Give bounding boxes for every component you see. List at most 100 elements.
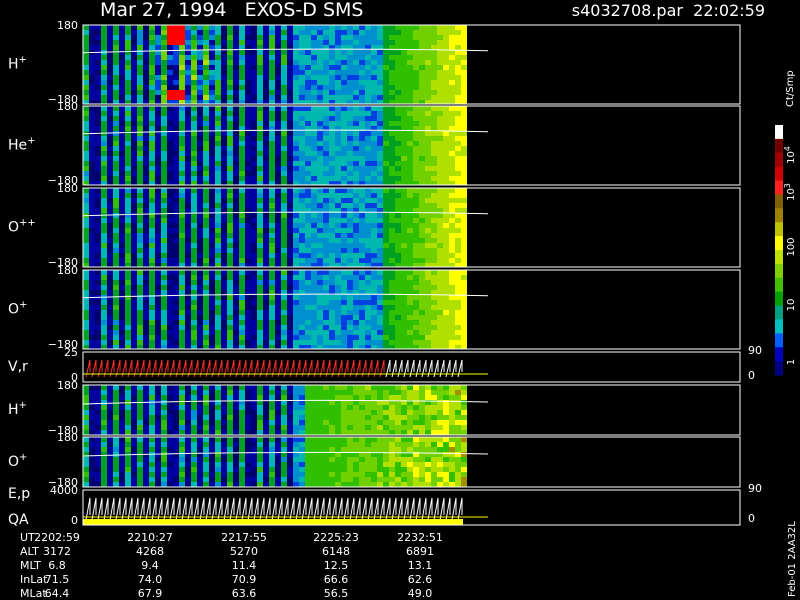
- spectrogram-cell: [251, 106, 257, 111]
- spectrogram-cell: [377, 228, 383, 233]
- spectrogram-cell: [377, 106, 383, 111]
- spectrogram-cell: [389, 270, 395, 275]
- spectrogram-cell: [239, 60, 245, 65]
- spectrogram-cell: [233, 198, 239, 203]
- spectrogram-cell: [95, 171, 101, 176]
- spectrogram-cell: [185, 305, 191, 310]
- spectrogram-cell: [131, 305, 137, 310]
- spectrogram-cell: [395, 425, 401, 430]
- spectrogram-cell: [113, 385, 119, 390]
- spectrogram-cell: [137, 156, 143, 161]
- spectrogram-cell: [455, 121, 461, 126]
- spectrogram-cell: [137, 233, 143, 238]
- spectrogram-cell: [443, 218, 449, 223]
- spectrogram-cell: [89, 390, 95, 395]
- spectrogram-cell: [461, 100, 467, 104]
- spectrogram-cell: [371, 285, 377, 290]
- spectrogram-cell: [425, 390, 431, 395]
- spectrogram-cell: [239, 270, 245, 275]
- spectrogram-cell: [443, 410, 449, 415]
- spectrogram-cell: [215, 305, 221, 310]
- spectrogram-cell: [461, 50, 467, 55]
- spectrogram-cell: [365, 420, 371, 425]
- spectrogram-cell: [179, 116, 185, 121]
- spectrogram-cell: [431, 213, 437, 218]
- spectrogram-cell: [455, 136, 461, 141]
- spectrogram-cell: [329, 111, 335, 116]
- spectrogram-cell: [215, 295, 221, 300]
- spectrogram-cell: [185, 258, 191, 263]
- spectrogram-cell: [389, 263, 395, 267]
- spectrogram-cell: [299, 60, 305, 65]
- spectrogram-cell: [161, 25, 167, 30]
- spectrogram-cell: [137, 181, 143, 185]
- spectrogram-cell: [461, 325, 467, 330]
- spectrogram-cell: [455, 325, 461, 330]
- spectrogram-cell: [443, 395, 449, 400]
- spectrogram-cell: [341, 320, 347, 325]
- spectrogram-cell: [209, 208, 215, 213]
- spectrogram-cell: [443, 90, 449, 95]
- spectrogram-cell: [353, 188, 359, 193]
- spectrogram-cell: [371, 238, 377, 243]
- spectrogram-cell: [377, 60, 383, 65]
- spectrogram-cell: [197, 116, 203, 121]
- spectrogram-cell: [275, 106, 281, 111]
- spectrogram-cell: [257, 400, 263, 405]
- spectrogram-cell: [173, 30, 179, 35]
- spectrogram-cell: [425, 30, 431, 35]
- spectrogram-cell: [161, 395, 167, 400]
- spectrogram-cell: [371, 30, 377, 35]
- spectrogram-cell: [131, 70, 137, 75]
- spectrogram-cell: [179, 405, 185, 410]
- spectrogram-cell: [191, 290, 197, 295]
- spectrogram-cell: [131, 30, 137, 35]
- spectrogram-cell: [233, 146, 239, 151]
- spectrogram-cell: [275, 280, 281, 285]
- spectrogram-cell: [209, 218, 215, 223]
- spectrogram-cell: [443, 243, 449, 248]
- spectrogram-cell: [245, 340, 251, 345]
- spectrogram-cell: [227, 300, 233, 305]
- spectrogram-cell: [347, 193, 353, 198]
- spectrogram-cell: [341, 100, 347, 104]
- spectrogram-cell: [161, 410, 167, 415]
- spectrogram-cell: [251, 233, 257, 238]
- spectrogram-cell: [113, 85, 119, 90]
- spectrogram-cell: [305, 126, 311, 131]
- spectrogram-cell: [275, 188, 281, 193]
- spectrogram-cell: [185, 280, 191, 285]
- spectrogram-cell: [203, 198, 209, 203]
- spectrogram-cell: [281, 100, 287, 104]
- spectrogram-cell: [461, 253, 467, 258]
- spectrogram-cell: [233, 395, 239, 400]
- spectrogram-cell: [425, 156, 431, 161]
- spectrogram-cell: [203, 320, 209, 325]
- spectrogram-cell: [113, 400, 119, 405]
- spectrogram-cell: [143, 25, 149, 30]
- spectrogram-cell: [209, 35, 215, 40]
- spectrogram-cell: [437, 218, 443, 223]
- spectrogram-cell: [173, 457, 179, 462]
- spectrogram-cell: [311, 121, 317, 126]
- spectrogram-cell: [137, 100, 143, 104]
- spectrogram-cell: [203, 280, 209, 285]
- spectrogram-cell: [419, 90, 425, 95]
- spectrogram-cell: [455, 85, 461, 90]
- spectrogram-cell: [317, 50, 323, 55]
- spectrogram-cell: [449, 315, 455, 320]
- spectrogram-cell: [323, 248, 329, 253]
- spectrogram-cell: [401, 176, 407, 181]
- spectrogram-cell: [287, 198, 293, 203]
- spectrogram-cell: [173, 320, 179, 325]
- spectrogram-cell: [221, 425, 227, 430]
- spectrogram-cell: [197, 35, 203, 40]
- spectrogram-cell: [161, 60, 167, 65]
- spectrogram-cell: [395, 243, 401, 248]
- spectrogram-cell: [425, 223, 431, 228]
- spectrogram-cell: [89, 462, 95, 467]
- spectrogram-cell: [305, 305, 311, 310]
- spectrogram-cell: [215, 203, 221, 208]
- spectrogram-cell: [449, 243, 455, 248]
- spectrogram-cell: [257, 121, 263, 126]
